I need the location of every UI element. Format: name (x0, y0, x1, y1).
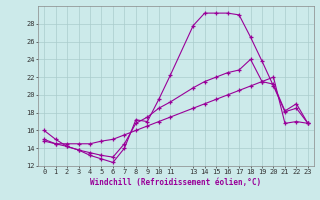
X-axis label: Windchill (Refroidissement éolien,°C): Windchill (Refroidissement éolien,°C) (91, 178, 261, 187)
